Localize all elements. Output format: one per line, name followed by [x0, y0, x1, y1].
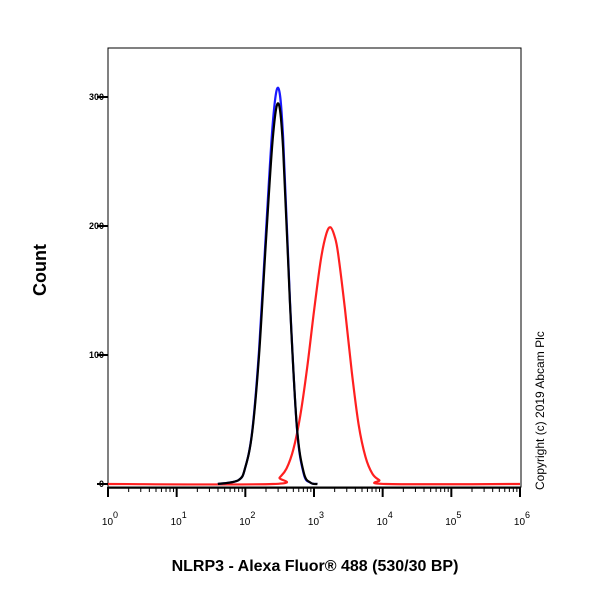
y-tick-label: 0 — [99, 479, 104, 489]
plot-frame — [107, 47, 522, 488]
x-tick-label: 105 — [445, 510, 461, 528]
x-tick-label: 104 — [377, 510, 393, 528]
series-black-line — [217, 102, 318, 486]
x-tick-label: 102 — [239, 510, 255, 528]
x-tick-label: 101 — [171, 510, 187, 528]
x-axis-label: NLRP3 - Alexa Fluor® 488 (530/30 BP) — [172, 558, 459, 575]
y-tick-label: 200 — [89, 221, 104, 231]
x-tick-label: 100 — [102, 510, 118, 528]
series-red-line — [107, 226, 521, 486]
series-blue-line — [217, 86, 318, 486]
y-tick-label: 100 — [89, 350, 104, 360]
y-axis-label: Count — [30, 244, 50, 296]
x-tick-label: 106 — [514, 510, 530, 528]
copyright-text: Copyright (c) 2019 Abcam Plc — [533, 331, 547, 490]
y-tick-label: 300 — [89, 92, 104, 102]
x-tick-label: 103 — [308, 510, 324, 528]
